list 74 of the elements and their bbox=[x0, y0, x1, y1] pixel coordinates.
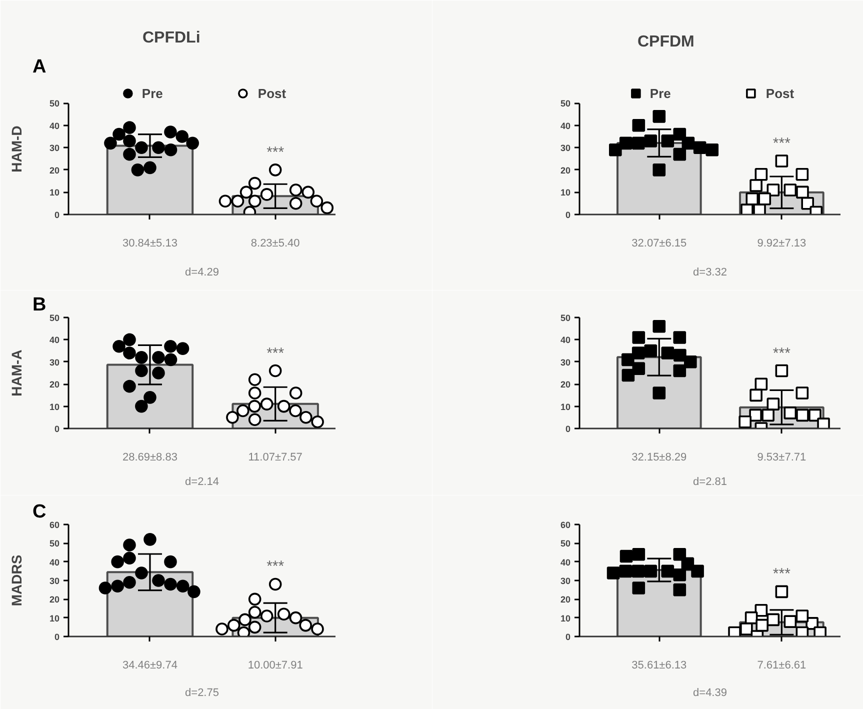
y-tick-label: 50 bbox=[49, 313, 60, 323]
y-tick-label: 30 bbox=[49, 357, 60, 368]
y-tick-label: 10 bbox=[560, 402, 571, 412]
legend-label: Pre bbox=[142, 86, 163, 100]
y-tick-label: 10 bbox=[560, 613, 571, 624]
text: d=2.81 bbox=[693, 476, 727, 488]
annotation: *** bbox=[266, 144, 284, 161]
annotation: *** bbox=[266, 344, 284, 362]
y-tick-label: 20 bbox=[49, 594, 60, 605]
y-tick-label: 40 bbox=[49, 120, 60, 131]
text: d=4.39 bbox=[693, 687, 727, 699]
y-tick-label: 10 bbox=[49, 402, 60, 412]
text: d=3.32 bbox=[693, 266, 727, 278]
y-axis-title: HAM-A bbox=[8, 350, 24, 396]
annotation: *** bbox=[772, 344, 791, 362]
x-tick-label: 35.61±6.13 bbox=[632, 660, 687, 672]
x-tick-label: 34.46±9.74 bbox=[122, 660, 178, 672]
y-tick-label: 0 bbox=[565, 210, 571, 220]
chart-title: CPFDM bbox=[638, 34, 694, 50]
y-tick-label: 50 bbox=[560, 313, 571, 323]
y-tick-label: 30 bbox=[560, 357, 571, 368]
y-tick-label: 50 bbox=[560, 538, 571, 549]
y-tick-label: 20 bbox=[560, 594, 571, 605]
y-tick-label: 10 bbox=[560, 188, 571, 198]
annotation: *** bbox=[772, 566, 791, 583]
y-tick-label: 10 bbox=[49, 613, 60, 624]
legend-label: Pre bbox=[650, 86, 671, 100]
y-tick-label: 20 bbox=[49, 165, 60, 176]
y-tick-label: 50 bbox=[560, 98, 571, 109]
x-tick-label: 28.69±8.83 bbox=[122, 452, 178, 464]
y-tick-label: 30 bbox=[560, 576, 571, 586]
y-tick-label: 40 bbox=[560, 335, 571, 346]
x-tick-label: 8.23±5.40 bbox=[250, 238, 300, 250]
text: C bbox=[32, 502, 46, 522]
y-tick-label: 40 bbox=[560, 557, 571, 568]
legend-label: Post bbox=[258, 86, 286, 100]
x-tick-label: 11.07±7.57 bbox=[248, 452, 302, 464]
y-tick-label: 20 bbox=[560, 380, 571, 390]
y-tick-label: 20 bbox=[560, 165, 571, 176]
y-axis-title: HAM-D bbox=[8, 126, 24, 172]
y-tick-label: 0 bbox=[565, 632, 571, 642]
annotation: *** bbox=[266, 558, 284, 576]
y-tick-label: 0 bbox=[54, 424, 60, 434]
annotation: *** bbox=[772, 134, 791, 152]
x-tick-label: 32.15±8.29 bbox=[632, 452, 687, 464]
text: A bbox=[32, 56, 46, 78]
y-tick-label: 40 bbox=[49, 335, 60, 346]
chart-title: CPFDLi bbox=[142, 30, 200, 46]
text: d=4.29 bbox=[185, 266, 219, 278]
y-tick-label: 10 bbox=[49, 188, 60, 198]
x-tick-label: 9.53±7.71 bbox=[757, 452, 806, 464]
y-tick-label: 30 bbox=[49, 576, 60, 586]
y-tick-label: 50 bbox=[49, 538, 60, 549]
y-tick-label: 0 bbox=[565, 424, 571, 434]
y-tick-label: 30 bbox=[560, 143, 571, 154]
text: d=2.75 bbox=[185, 687, 219, 699]
y-tick-label: 0 bbox=[54, 210, 60, 220]
y-tick-label: 20 bbox=[49, 380, 60, 390]
y-axis-title: MADRS bbox=[8, 554, 24, 606]
x-tick-label: 10.00±7.91 bbox=[248, 660, 303, 672]
y-tick-label: 30 bbox=[49, 143, 60, 154]
legend-label: Post bbox=[766, 86, 794, 100]
y-tick-label: 60 bbox=[560, 520, 571, 530]
y-tick-label: 40 bbox=[49, 557, 60, 568]
y-tick-label: 0 bbox=[54, 632, 60, 642]
y-tick-label: 50 bbox=[49, 98, 60, 109]
y-tick-label: 40 bbox=[560, 120, 571, 131]
x-tick-label: 9.92±7.13 bbox=[757, 238, 806, 250]
x-tick-label: 32.07±6.15 bbox=[632, 238, 687, 250]
x-tick-label: 30.84±5.13 bbox=[122, 238, 178, 250]
y-tick-label: 60 bbox=[49, 520, 60, 530]
x-tick-label: 7.61±6.61 bbox=[757, 660, 806, 672]
text: d=2.14 bbox=[185, 476, 219, 488]
text: B bbox=[32, 294, 46, 316]
